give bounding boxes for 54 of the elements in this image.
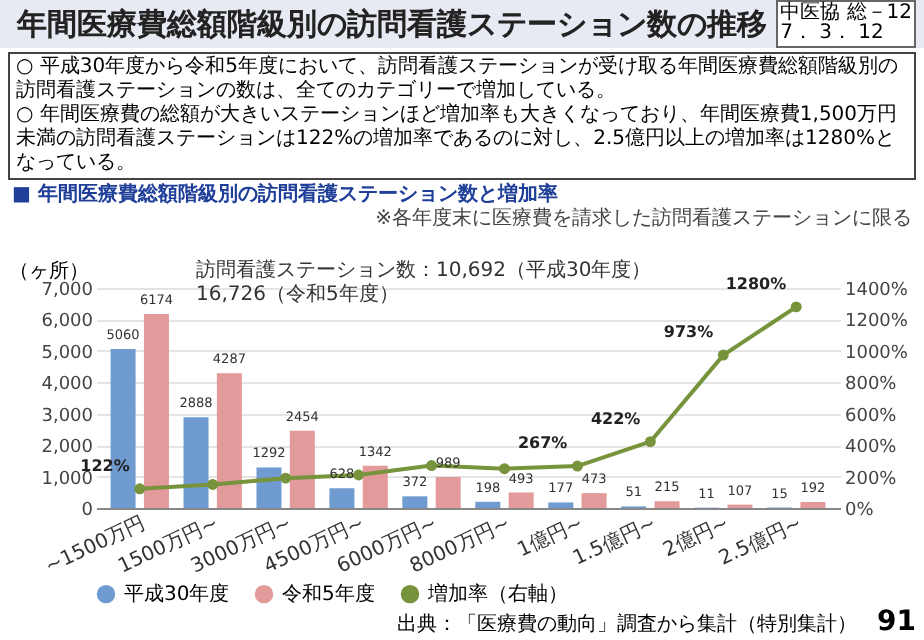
y2-tick-label: 800% bbox=[845, 375, 898, 396]
y2-tick-label: 1200% bbox=[845, 312, 909, 333]
bar bbox=[329, 488, 355, 508]
annotation: 訪問看護ステーション数：10,692（平成30年度） 16,726（令和5年度） bbox=[194, 260, 654, 308]
data-label: 422% bbox=[590, 409, 641, 428]
chart-title: 年間医療費総額階級別の訪問看護ステーション数の推移 bbox=[14, 5, 770, 43]
bar bbox=[143, 313, 169, 508]
y-tick-label: 2,000 bbox=[41, 438, 94, 459]
bar bbox=[581, 493, 607, 508]
point bbox=[353, 469, 365, 481]
y2-tick-label: 0% bbox=[845, 501, 875, 521]
y-tick-label: 7,000 bbox=[41, 281, 94, 301]
y2-tick-label: 1400% bbox=[845, 281, 909, 301]
bar bbox=[183, 417, 209, 508]
point bbox=[790, 301, 802, 313]
bar bbox=[289, 430, 315, 508]
y-tick-label: 3,000 bbox=[41, 406, 94, 427]
y-axis-title: （ヶ所） bbox=[9, 259, 89, 283]
y2-tick-label: 400% bbox=[845, 438, 898, 459]
legend-label: 増加率（右軸） bbox=[426, 582, 568, 607]
bar bbox=[548, 502, 574, 508]
text: ■ 年間医療費総額階級別の訪問看護ステーション数と増加率 bbox=[10, 184, 560, 207]
bar bbox=[402, 496, 428, 508]
bar bbox=[654, 501, 680, 508]
document-code-label: 中医協 総－12 7． 3． 12 bbox=[776, 0, 916, 48]
legend-label: 令和5年度 bbox=[282, 582, 375, 607]
y-tick-label: 1,000 bbox=[41, 469, 94, 490]
bar bbox=[475, 501, 501, 508]
y-tick-label: 0 bbox=[81, 501, 94, 521]
text: ※各年度末に医療費を請求した訪問看護ステーションに限る bbox=[373, 208, 914, 232]
point bbox=[717, 349, 729, 361]
chart-subtitle: ○ 平成30年度から令和5年度において、訪問看護ステーションが受け取る年間医療費総額階級別の訪問看護ステーションの数は、全てのカテゴリーで増加している。 ○ 年間医療費の総額が大きいステーションほど増加率も大きくなっており、年間医療費1,500万円未満の訪問看護ステーションは122%の増加率であるのに対し、2.5億円以上の増加率は1280%となっている。 bbox=[8, 52, 916, 180]
point bbox=[207, 478, 219, 490]
legend-label: 平成30年度 bbox=[124, 582, 230, 607]
point bbox=[280, 472, 292, 484]
y2-tick-label: 1000% bbox=[845, 343, 909, 364]
source-note: 出典：「医療費の動向」調査から集計（特別集計） bbox=[395, 614, 860, 638]
y-tick-label: 6,000 bbox=[41, 312, 94, 333]
bar bbox=[216, 373, 242, 508]
bar bbox=[508, 492, 534, 508]
point bbox=[644, 436, 656, 448]
y-tick-label: 4,000 bbox=[41, 375, 94, 396]
point bbox=[134, 483, 146, 495]
point bbox=[498, 463, 510, 475]
bar bbox=[800, 501, 826, 508]
data-label: 267% bbox=[517, 434, 568, 453]
point bbox=[571, 460, 583, 472]
y2-tick-label: 600% bbox=[845, 406, 898, 427]
y2-tick-label: 200% bbox=[845, 469, 898, 490]
text: 91 bbox=[877, 606, 916, 638]
data-label: 1280% bbox=[725, 274, 787, 293]
y-tick-label: 5,000 bbox=[41, 343, 94, 364]
bar bbox=[435, 476, 461, 508]
data-label: 973% bbox=[663, 323, 714, 342]
